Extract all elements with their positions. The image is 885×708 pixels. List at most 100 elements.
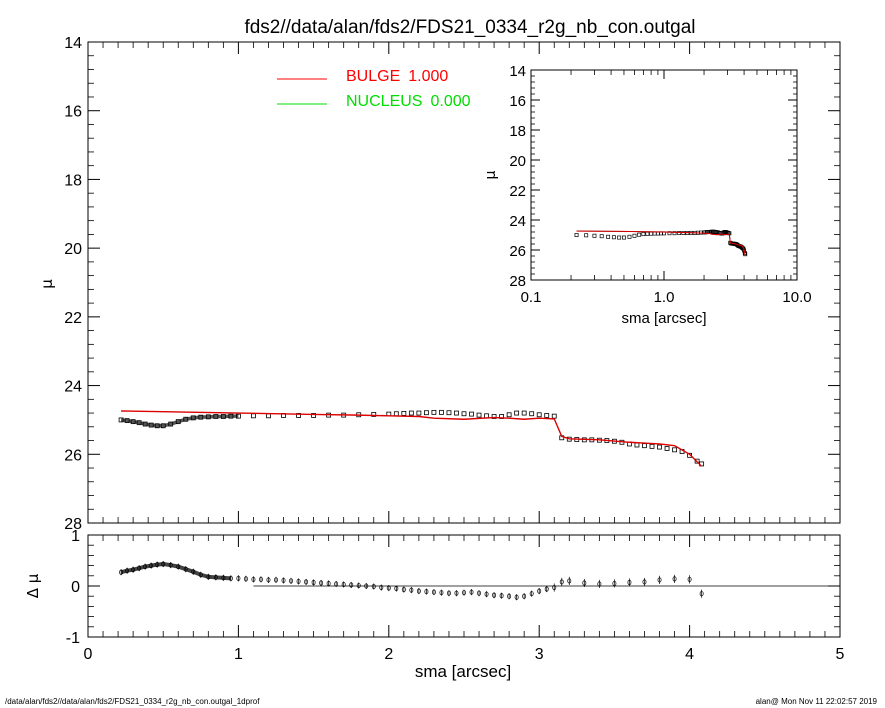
main-data-point	[657, 444, 662, 450]
main-data-point	[544, 413, 550, 418]
residual-ytick-label: -1	[66, 630, 80, 647]
main-data-point	[649, 443, 655, 449]
residual-point	[552, 584, 557, 591]
inset-data-point	[592, 233, 597, 238]
main-data-point	[536, 412, 542, 418]
residual-point	[514, 594, 519, 600]
residual-point	[379, 584, 384, 591]
inset-data-point	[681, 231, 686, 235]
residual-point	[266, 577, 271, 583]
main-data-point	[431, 409, 437, 415]
residual-point	[281, 577, 286, 583]
inset-data-point	[574, 233, 579, 237]
main-ytick-label: 22	[64, 310, 82, 327]
residual-point	[401, 587, 406, 593]
main-data-point	[506, 412, 512, 418]
inset-data-point	[632, 233, 637, 238]
bulge-model-line	[121, 410, 703, 467]
inset-ytick-label: 26	[509, 243, 526, 260]
residual-point	[462, 590, 466, 596]
residual-point	[447, 590, 451, 596]
residual-xtick-label: 2	[384, 646, 393, 663]
main-data-point	[694, 458, 700, 464]
main-data-point	[266, 413, 271, 419]
main-data-point	[235, 413, 241, 419]
residual-ytick-label: 1	[71, 528, 80, 545]
residual-point	[137, 565, 142, 571]
main-data-point	[439, 409, 444, 415]
main-data-point	[142, 421, 148, 427]
residual-ylabel: Δ μ	[24, 573, 42, 598]
legend: BULGE 1.000 NUCLEUS 0.000	[277, 68, 471, 110]
inset-data-point	[641, 232, 646, 237]
residual-point	[334, 581, 339, 587]
legend-label-nucleus: NUCLEUS 0.000	[346, 93, 471, 110]
residual-xtick-label: 5	[836, 646, 845, 663]
residual-point	[409, 587, 414, 593]
inset-ytick-label: 16	[509, 93, 526, 110]
main-ytick-label: 24	[64, 379, 82, 396]
main-data-point	[136, 420, 142, 426]
residual-point	[349, 582, 354, 588]
main-data-point	[423, 410, 429, 416]
inset-data-point	[617, 235, 622, 240]
legend-label-bulge: BULGE 1.000	[346, 68, 448, 85]
footer-timestamp: alan@ Mon Nov 11 22:02:57 2019	[755, 697, 877, 706]
residual-point	[221, 575, 226, 581]
residual-point	[326, 580, 331, 587]
residual-point	[597, 581, 602, 587]
residual-xtick-label: 1	[234, 646, 243, 663]
main-data-point	[118, 417, 124, 423]
residual-panel: 10-10 1 2 3 4 5 sma [arcsec] Δ μ	[24, 528, 845, 681]
main-data-point	[446, 410, 452, 416]
residual-point	[364, 583, 369, 589]
residual-point	[155, 562, 160, 568]
residual-point	[537, 588, 542, 594]
residual-point	[251, 576, 256, 582]
residual-point	[168, 562, 173, 568]
residual-point	[612, 580, 617, 587]
inset-xtick-label: 1.0	[654, 289, 675, 306]
residual-point	[559, 579, 564, 585]
inset-data-point	[584, 233, 589, 238]
residual-point	[356, 582, 361, 589]
main-data-point	[213, 414, 219, 419]
residual-point	[469, 589, 474, 595]
residual-point	[627, 579, 632, 585]
main-ytick-label: 28	[64, 516, 82, 533]
main-ytick-label: 18	[64, 172, 82, 189]
main-data-point	[198, 414, 204, 420]
main-data-point	[393, 411, 399, 417]
residual-xtick-label: 0	[84, 646, 93, 663]
inset-background	[531, 70, 797, 280]
main-data-point	[183, 416, 189, 422]
residual-point	[529, 591, 534, 597]
main-panel: 14 16 18 20 22 24 26 28 μ	[38, 35, 841, 533]
residual-point	[567, 578, 572, 584]
residual-point	[274, 577, 278, 583]
main-data-point	[228, 413, 234, 419]
main-data-point	[124, 418, 130, 424]
residual-point	[228, 575, 233, 581]
residual-point	[259, 576, 263, 582]
residual-point	[439, 590, 444, 596]
residual-point	[176, 564, 181, 570]
main-data-point	[130, 419, 136, 425]
inset-ytick-label: 20	[509, 153, 526, 170]
main-data-point	[160, 423, 166, 429]
residual-point	[507, 593, 512, 599]
residual-point	[687, 576, 692, 582]
residual-point	[311, 579, 316, 585]
inset-data-point	[599, 234, 604, 239]
residual-xtick-label: 4	[685, 646, 694, 663]
residual-point	[499, 593, 504, 599]
main-data-point	[416, 410, 422, 416]
residual-point	[657, 577, 662, 583]
residual-point	[394, 585, 399, 592]
inset-data-point	[667, 231, 672, 236]
main-data-point	[664, 446, 670, 451]
main-data-point	[175, 419, 181, 425]
residual-point	[582, 580, 587, 586]
main-data-point	[491, 414, 497, 419]
